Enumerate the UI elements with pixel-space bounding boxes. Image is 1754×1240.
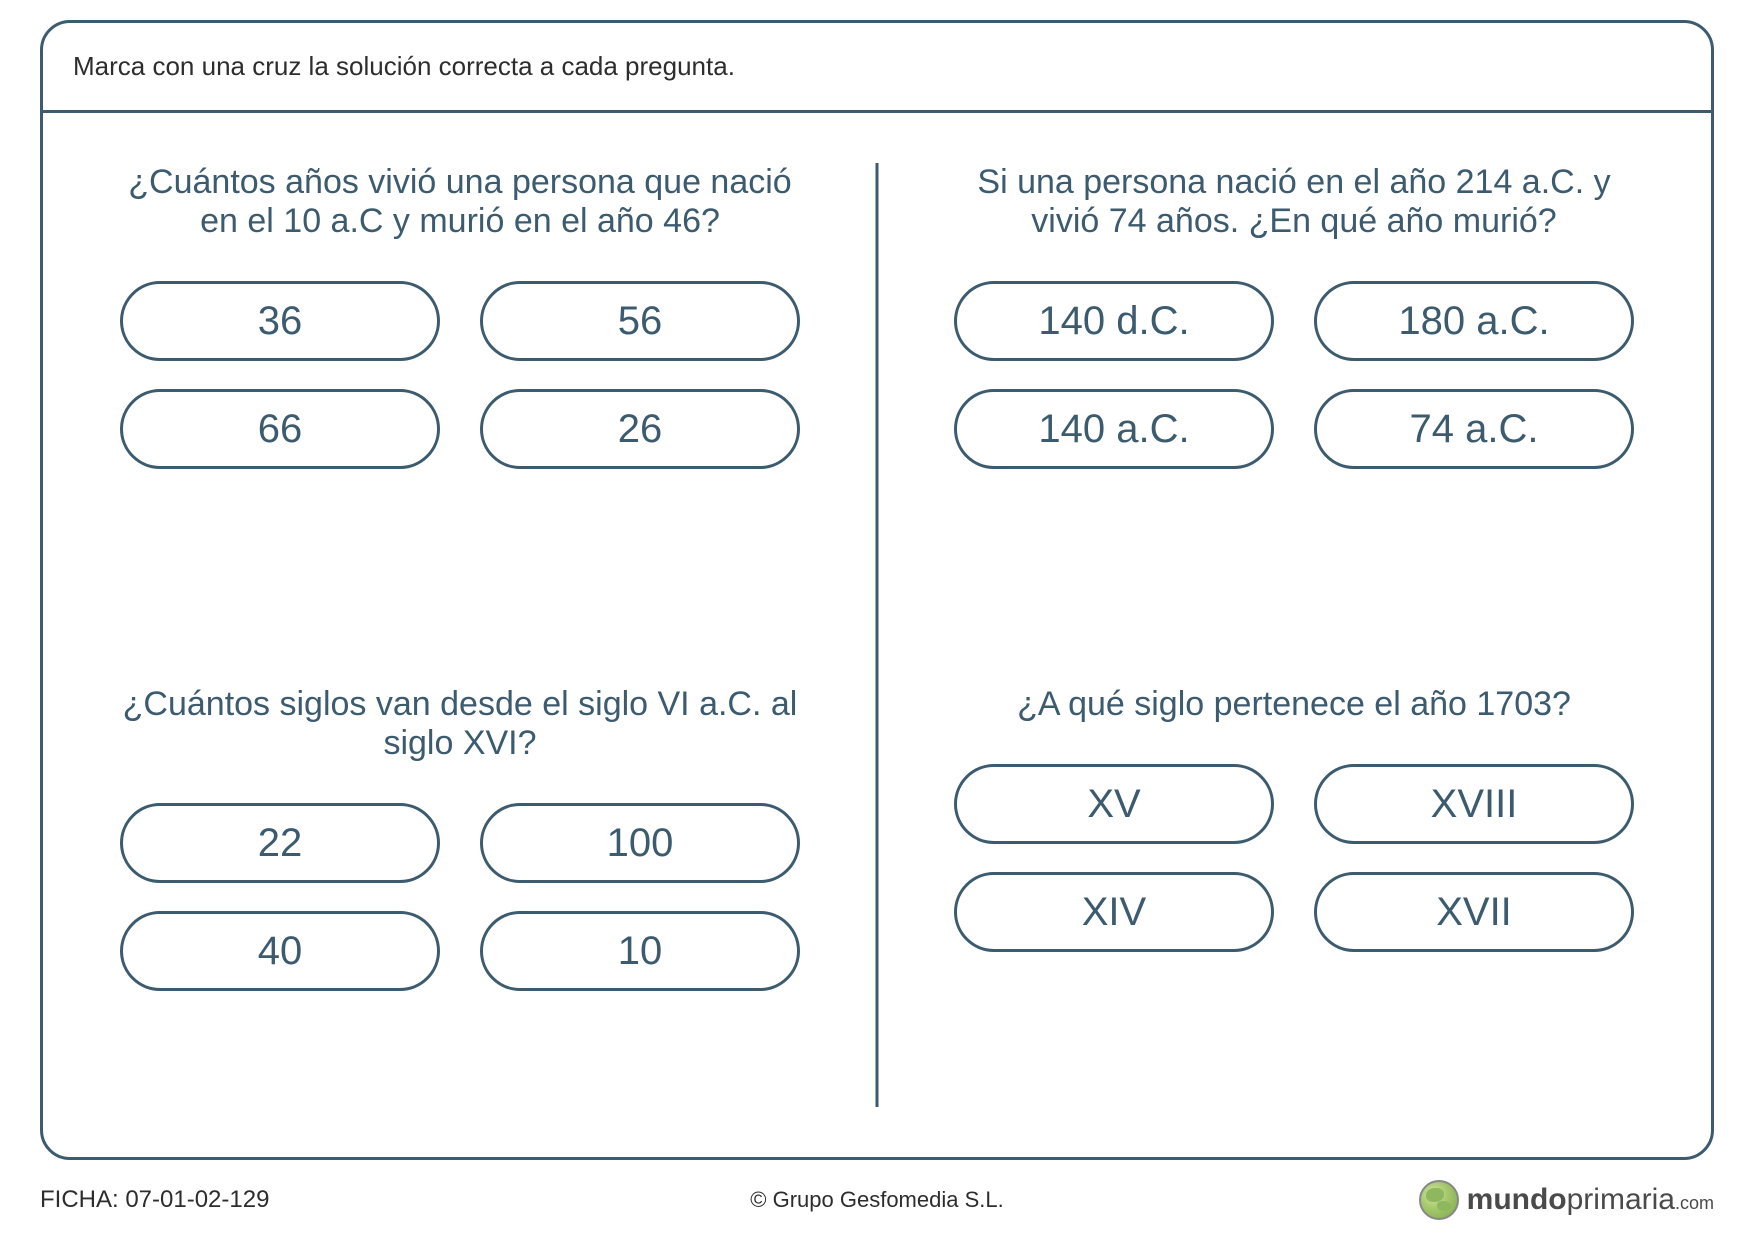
option-button[interactable]: 40	[120, 911, 440, 991]
question-prompt: Si una persona nació en el año 214 a.C. …	[944, 163, 1644, 241]
question-3: ¿Cuántos siglos van desde el siglo VI a.…	[43, 635, 877, 1157]
brand-logo: mundoprimaria.com	[1419, 1180, 1714, 1220]
option-button[interactable]: 180 a.C.	[1314, 281, 1634, 361]
option-button[interactable]: 26	[480, 389, 800, 469]
option-button[interactable]: 22	[120, 803, 440, 883]
question-2: Si una persona nació en el año 214 a.C. …	[877, 113, 1711, 635]
options-grid: 22 100 40 10	[120, 803, 800, 991]
brand-suffix: .com	[1675, 1193, 1714, 1213]
footer: FICHA: 07-01-02-129 © Grupo Gesfomedia S…	[40, 1180, 1714, 1220]
ficha-label: FICHA: 07-01-02-129	[40, 1186, 269, 1214]
globe-icon	[1419, 1180, 1459, 1220]
option-button[interactable]: 140 a.C.	[954, 389, 1274, 469]
option-button[interactable]: XVIII	[1314, 764, 1634, 844]
question-1: ¿Cuántos años vivió una persona que naci…	[43, 113, 877, 635]
option-button[interactable]: 74 a.C.	[1314, 389, 1634, 469]
question-prompt: ¿A qué siglo pertenece el año 1703?	[1017, 685, 1571, 724]
option-button[interactable]: 140 d.C.	[954, 281, 1274, 361]
instruction-text: Marca con una cruz la solución correcta …	[73, 51, 735, 81]
copyright-text: © Grupo Gesfomedia S.L.	[750, 1187, 1003, 1213]
options-grid: XV XVIII XIV XVII	[954, 764, 1634, 952]
option-button[interactable]: 100	[480, 803, 800, 883]
options-grid: 36 56 66 26	[120, 281, 800, 469]
question-prompt: ¿Cuántos años vivió una persona que naci…	[110, 163, 810, 241]
option-button[interactable]: 36	[120, 281, 440, 361]
brand-light: primaria	[1567, 1183, 1675, 1216]
question-prompt: ¿Cuántos siglos van desde el siglo VI a.…	[110, 685, 810, 763]
vertical-divider	[876, 163, 879, 1107]
question-4: ¿A qué siglo pertenece el año 1703? XV X…	[877, 635, 1711, 1157]
option-button[interactable]: 10	[480, 911, 800, 991]
instruction-bar: Marca con una cruz la solución correcta …	[43, 23, 1711, 113]
content-area: ¿Cuántos años vivió una persona que naci…	[43, 113, 1711, 1157]
brand-bold: mundo	[1467, 1183, 1567, 1216]
option-button[interactable]: XIV	[954, 872, 1274, 952]
option-button[interactable]: XVII	[1314, 872, 1634, 952]
option-button[interactable]: 56	[480, 281, 800, 361]
option-button[interactable]: XV	[954, 764, 1274, 844]
options-grid: 140 d.C. 180 a.C. 140 a.C. 74 a.C.	[954, 281, 1634, 469]
worksheet-frame: Marca con una cruz la solución correcta …	[40, 20, 1714, 1160]
option-button[interactable]: 66	[120, 389, 440, 469]
